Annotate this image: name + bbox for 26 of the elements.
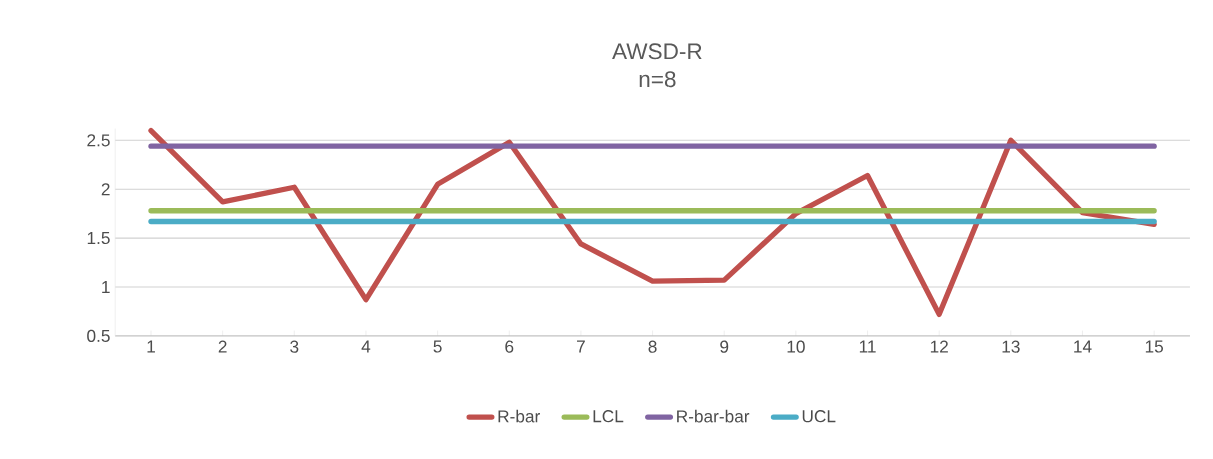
y-tick-label: 0.5 bbox=[87, 329, 110, 343]
x-tick-label: 5 bbox=[433, 340, 442, 353]
chart-subtitle: n=8 bbox=[639, 71, 676, 88]
x-tick-label: 3 bbox=[290, 340, 299, 353]
legend-label: UCL bbox=[802, 410, 836, 423]
x-tick-label: 13 bbox=[1002, 340, 1020, 353]
chart-title: AWSD-R bbox=[612, 43, 702, 60]
legend-label: R-bar-bar bbox=[677, 409, 750, 423]
legend-label: LCL bbox=[593, 410, 624, 423]
x-tick-label: 8 bbox=[648, 340, 657, 353]
y-tick-label: 2 bbox=[101, 183, 110, 196]
x-tick-label: 1 bbox=[147, 340, 155, 353]
x-tick-label: 11 bbox=[859, 340, 876, 353]
x-tick-label: 10 bbox=[787, 340, 805, 353]
y-tick-label: 2.5 bbox=[87, 134, 110, 147]
x-tick-label: 2 bbox=[218, 340, 227, 353]
x-tick-label: 15 bbox=[1145, 340, 1164, 353]
y-tick-label: 1 bbox=[102, 281, 110, 294]
x-tick-label: 6 bbox=[505, 340, 514, 353]
y-tick-label: 1.5 bbox=[87, 232, 110, 245]
x-tick-label: 14 bbox=[1074, 340, 1092, 353]
x-tick-label: 4 bbox=[361, 340, 371, 353]
x-tick-label: 9 bbox=[720, 340, 729, 353]
x-tick-label: 12 bbox=[930, 340, 948, 353]
x-tick-label: 7 bbox=[577, 340, 585, 353]
legend-label: R-bar bbox=[498, 409, 540, 423]
